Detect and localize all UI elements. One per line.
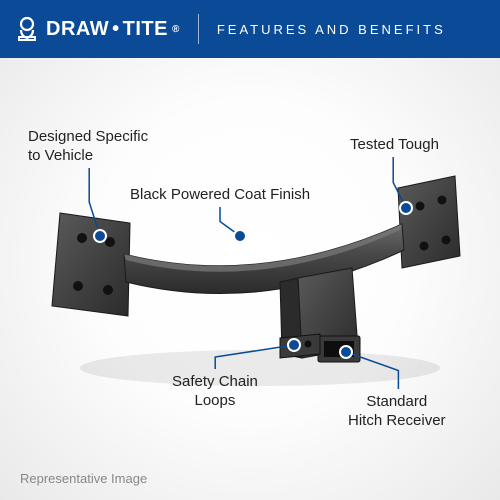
hitch-ball-icon (14, 16, 40, 42)
registered-icon: ® (172, 24, 180, 35)
callout-designed-label: Designed Specificto Vehicle (28, 128, 148, 164)
callout-receiver: StandardHitch Receiver (348, 393, 446, 431)
footer-note: Representative Image (20, 471, 147, 486)
callout-finish-label: Black Powered Coat Finish (130, 186, 310, 203)
callout-designed: Designed Specificto Vehicle (28, 128, 148, 166)
callout-tough-label: Tested Tough (350, 136, 439, 153)
brand-logo: DRAW • TITE ® (14, 16, 180, 42)
hitch-illustration (0, 58, 500, 500)
callout-safety-label: Safety ChainLoops (172, 373, 258, 409)
callout-finish: Black Powered Coat Finish (130, 186, 310, 205)
callout-receiver-label: StandardHitch Receiver (348, 393, 446, 429)
logo-bullet: • (112, 18, 120, 41)
logo-word-1: DRAW (46, 18, 109, 41)
product-stage: Designed Specificto Vehicle Black Powere… (0, 58, 500, 500)
callout-safety: Safety ChainLoops (172, 373, 258, 411)
header-bar: DRAW • TITE ® FEATURES AND BENEFITS (0, 0, 500, 58)
logo-word-2: TITE (123, 18, 168, 41)
header-subtitle: FEATURES AND BENEFITS (217, 22, 446, 37)
callout-tough: Tested Tough (350, 136, 439, 155)
header-divider (198, 14, 199, 44)
